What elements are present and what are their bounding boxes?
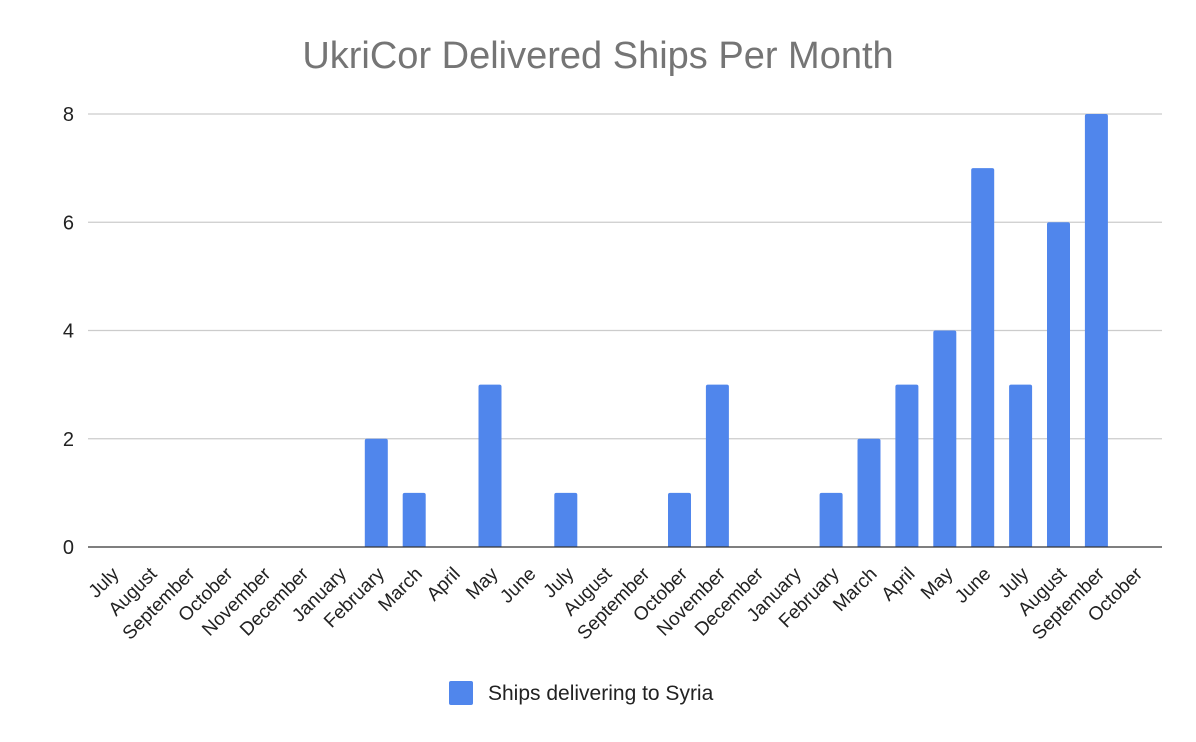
bar-24 — [971, 168, 995, 547]
bar-13 — [554, 492, 578, 547]
bar-20 — [819, 492, 843, 547]
y-axis-tick-labels: 0 2 4 6 8 — [63, 104, 74, 559]
bar-22 — [895, 384, 919, 547]
x-tick-label: May — [917, 563, 958, 604]
y-tick-label: 8 — [63, 104, 74, 126]
bar-16 — [668, 492, 691, 547]
legend: Ships delivering to Syria — [449, 681, 714, 705]
legend-swatch — [449, 681, 473, 705]
y-tick-label: 4 — [63, 321, 74, 343]
bar-25 — [1009, 384, 1033, 547]
bar-21 — [857, 438, 881, 547]
bar-23 — [933, 330, 957, 547]
bar-27 — [1084, 114, 1108, 547]
y-tick-label: 6 — [63, 212, 74, 234]
bar-11 — [478, 384, 502, 547]
bars — [364, 114, 1108, 547]
chart-title: UkriCor Delivered Ships Per Month — [302, 35, 893, 77]
x-tick-label: April — [878, 564, 920, 606]
bar-17 — [705, 384, 729, 547]
x-tick-label: June — [496, 564, 540, 608]
x-tick-label: June — [951, 564, 995, 608]
x-tick-label: March — [375, 564, 427, 616]
x-axis-tick-labels: JulyAugustSeptemberOctoberNovemberDecemb… — [85, 563, 1148, 644]
x-tick-label: May — [462, 563, 503, 604]
y-tick-label: 2 — [63, 429, 74, 451]
bar-9 — [402, 492, 426, 547]
x-tick-label: March — [829, 564, 881, 616]
gridlines — [88, 113, 1162, 440]
legend-label: Ships delivering to Syria — [488, 682, 714, 705]
bar-26 — [1047, 222, 1070, 547]
x-tick-label: April — [423, 564, 465, 606]
y-tick-label: 0 — [63, 537, 74, 559]
bar-8 — [364, 438, 388, 547]
